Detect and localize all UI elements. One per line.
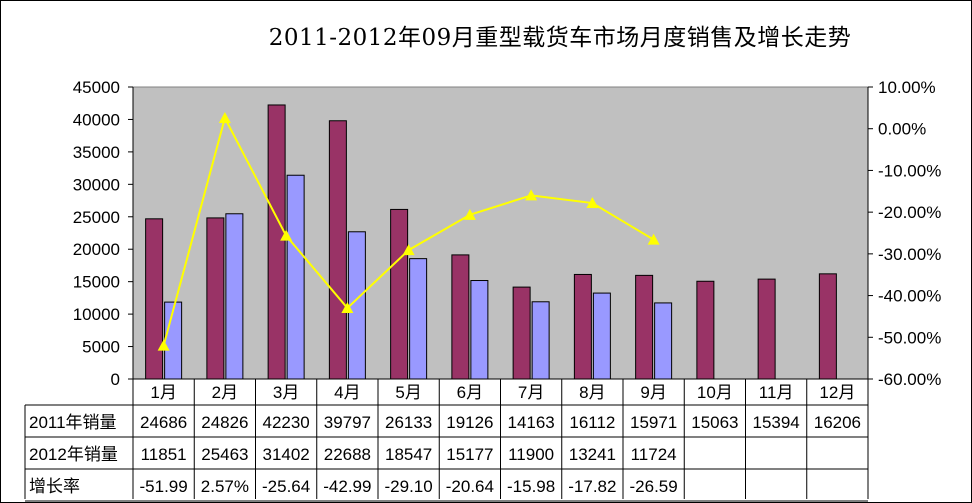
growth-rate-marker: [218, 111, 231, 123]
x-axis-category-label: 5月: [395, 383, 421, 402]
x-axis-category-label: 8月: [579, 383, 605, 402]
table-cell: 24686: [140, 413, 187, 432]
growth-rate-marker: [525, 189, 538, 201]
bar-2011: [206, 217, 225, 380]
bar-2012: [654, 302, 673, 380]
x-axis-category-label: 4月: [334, 383, 360, 402]
table-cell: 14163: [507, 413, 554, 432]
left-axis-tick-label: 5000: [82, 338, 120, 357]
table-cell: -15.98: [507, 477, 555, 496]
x-axis-category-label: 9月: [640, 383, 666, 402]
table-cell: 18547: [385, 445, 432, 464]
table-cell: -25.64: [262, 477, 310, 496]
left-axis-tick-label: 45000: [73, 78, 120, 97]
left-axis-tick-label: 15000: [73, 273, 120, 292]
table-cell: -17.82: [568, 477, 616, 496]
right-axis-tick-label: -50.00%: [878, 328, 941, 347]
table-cell: 13241: [569, 445, 616, 464]
growth-rate-marker: [586, 197, 599, 209]
bar-2011: [267, 104, 286, 380]
bar-2011: [451, 254, 470, 380]
table-cell: 39797: [324, 413, 371, 432]
table-cell: -29.10: [385, 477, 433, 496]
plot-area: [132, 86, 869, 380]
x-axis-category-label: 10月: [697, 383, 733, 402]
bar-2011: [512, 286, 531, 380]
growth-rate-marker: [647, 233, 660, 245]
table-cell: 25463: [201, 445, 248, 464]
bar-2011: [573, 273, 592, 380]
chart-title: 2011-2012年09月重型载货车市场月度销售及增长走势: [268, 25, 852, 51]
x-axis-category-label: 6月: [457, 383, 483, 402]
right-axis-tick-label: -60.00%: [878, 370, 941, 389]
bar-2012: [592, 292, 611, 380]
table-cell: 16112: [569, 413, 615, 432]
right-axis-tick-label: -30.00%: [878, 245, 941, 264]
growth-rate-marker: [341, 302, 354, 314]
table-cell: 11900: [508, 445, 554, 464]
table-row-label: 2012年销量: [29, 445, 118, 464]
bar-2011: [635, 274, 654, 380]
right-axis-tick-label: 10.00%: [878, 78, 936, 97]
bar-2011: [328, 120, 347, 380]
table-cell: 15063: [691, 413, 738, 432]
bar-2012: [286, 174, 305, 380]
table-cell: 22688: [324, 445, 371, 464]
table-cell: 42230: [262, 413, 309, 432]
bar-2011: [390, 208, 409, 380]
table-cell: -20.64: [446, 477, 494, 496]
table-cell: 11851: [141, 445, 187, 464]
right-axis-tick-label: -10.00%: [878, 161, 941, 180]
table-cell: 11724: [631, 445, 677, 464]
left-axis-tick-label: 0: [111, 370, 120, 389]
x-axis-category-label: 3月: [273, 383, 299, 402]
growth-rate-marker: [463, 208, 476, 220]
bar-2011: [145, 218, 164, 380]
bar-2011: [818, 273, 837, 380]
left-axis-tick-label: 25000: [73, 208, 120, 227]
table-cell: 26133: [385, 413, 432, 432]
table-cell: 19126: [446, 413, 493, 432]
growth-rate-marker: [280, 229, 293, 241]
left-axis-tick-label: 20000: [73, 240, 120, 259]
bar-2012: [225, 213, 244, 380]
table-cell: 16206: [814, 413, 861, 432]
left-axis-tick-label: 10000: [73, 305, 120, 324]
table-cell: -51.99: [140, 477, 188, 496]
table-row-label: 增长率: [29, 477, 80, 496]
left-axis-tick-label: 40000: [73, 110, 120, 129]
growth-rate-marker: [402, 244, 415, 256]
x-axis-category-label: 7月: [518, 383, 544, 402]
growth-rate-marker: [157, 339, 170, 351]
x-axis-category-label: 12月: [819, 383, 855, 402]
x-axis-category-label: 11月: [759, 383, 794, 402]
left-axis-tick-label: 30000: [73, 175, 120, 194]
table-cell: 2.57%: [201, 477, 249, 496]
table-cell: 15394: [752, 413, 799, 432]
right-axis-tick-label: -20.00%: [878, 203, 941, 222]
table-row-label: 2011年销量: [29, 413, 117, 432]
bar-2011: [757, 278, 776, 380]
bar-2012: [531, 301, 550, 380]
bar-2012: [409, 258, 428, 380]
table-cell: 31402: [262, 445, 309, 464]
bar-2012: [470, 280, 489, 380]
bar-2011: [696, 280, 715, 380]
table-cell: 15971: [630, 413, 677, 432]
right-axis-tick-label: -40.00%: [878, 287, 941, 306]
right-axis-tick-label: 0.00%: [878, 120, 926, 139]
table-cell: -26.59: [630, 477, 678, 496]
left-axis-tick-label: 35000: [73, 143, 120, 162]
x-axis-category-label: 2月: [212, 383, 238, 402]
x-axis-category-label: 1月: [150, 383, 176, 402]
table-cell: 15177: [446, 445, 493, 464]
table-cell: 24826: [201, 413, 248, 432]
table-cell: -42.99: [323, 477, 371, 496]
